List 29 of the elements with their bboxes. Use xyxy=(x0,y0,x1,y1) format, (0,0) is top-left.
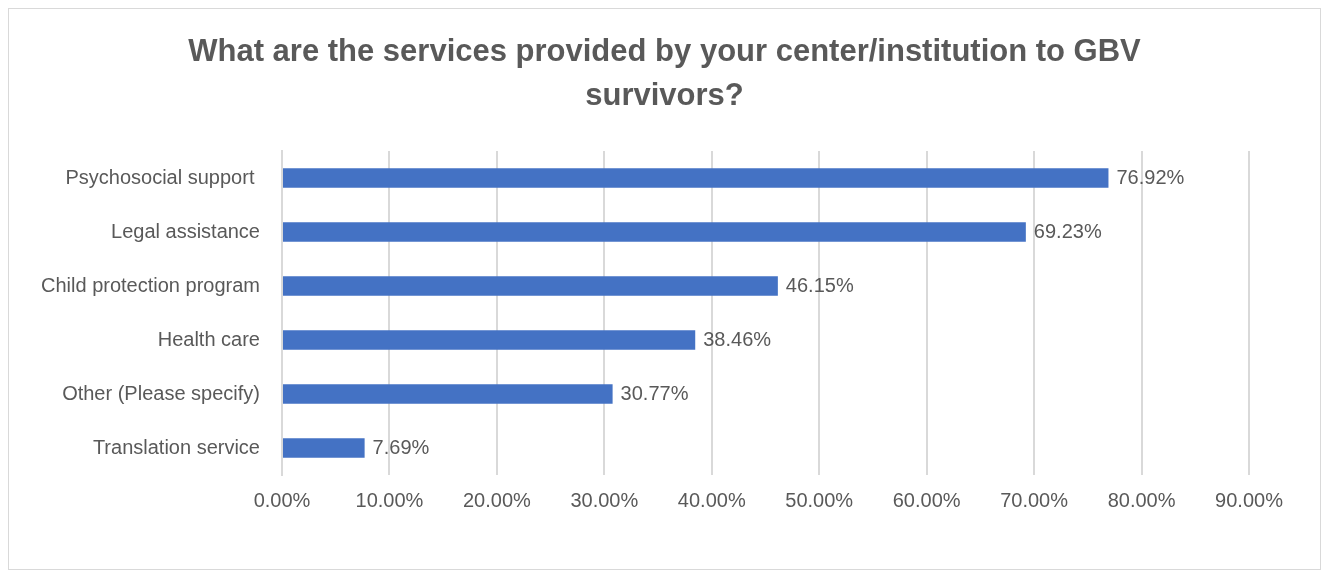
data-label: 76.92% xyxy=(1116,165,1185,188)
y-tick-label: Health care xyxy=(157,327,260,350)
y-tick-label: Child protection program xyxy=(40,273,260,296)
x-tick-label: 10.00% xyxy=(355,488,424,511)
data-label: 38.46% xyxy=(703,327,772,350)
bar xyxy=(282,276,778,296)
x-tick-label: 50.00% xyxy=(785,488,854,511)
x-tick-label: 30.00% xyxy=(570,488,639,511)
data-label: 7.69% xyxy=(372,435,430,458)
x-tick-label: 60.00% xyxy=(892,488,961,511)
x-tick-label: 80.00% xyxy=(1107,488,1176,511)
y-tick-label: Legal assistance xyxy=(111,219,260,242)
bar xyxy=(282,438,365,458)
x-tick-label: 70.00% xyxy=(1000,488,1069,511)
bar xyxy=(282,330,696,350)
y-tick-label: Psychosocial support xyxy=(65,165,260,188)
data-label: 30.77% xyxy=(620,381,689,404)
data-label: 46.15% xyxy=(785,273,854,296)
x-tick-label: 40.00% xyxy=(677,488,746,511)
bar xyxy=(282,384,613,404)
y-tick-label: Translation service xyxy=(92,435,260,458)
x-tick-label: 0.00% xyxy=(253,488,311,511)
x-tick-label: 20.00% xyxy=(462,488,532,511)
chart-title: What are the services provided by your center/institution to GBV survivors? xyxy=(187,32,1142,114)
bar xyxy=(282,168,1109,188)
bar xyxy=(282,222,1026,242)
data-label: 69.23% xyxy=(1033,219,1102,242)
y-tick-label: Other (Please specify) xyxy=(62,381,260,404)
x-tick-label: 90.00% xyxy=(1215,488,1284,511)
